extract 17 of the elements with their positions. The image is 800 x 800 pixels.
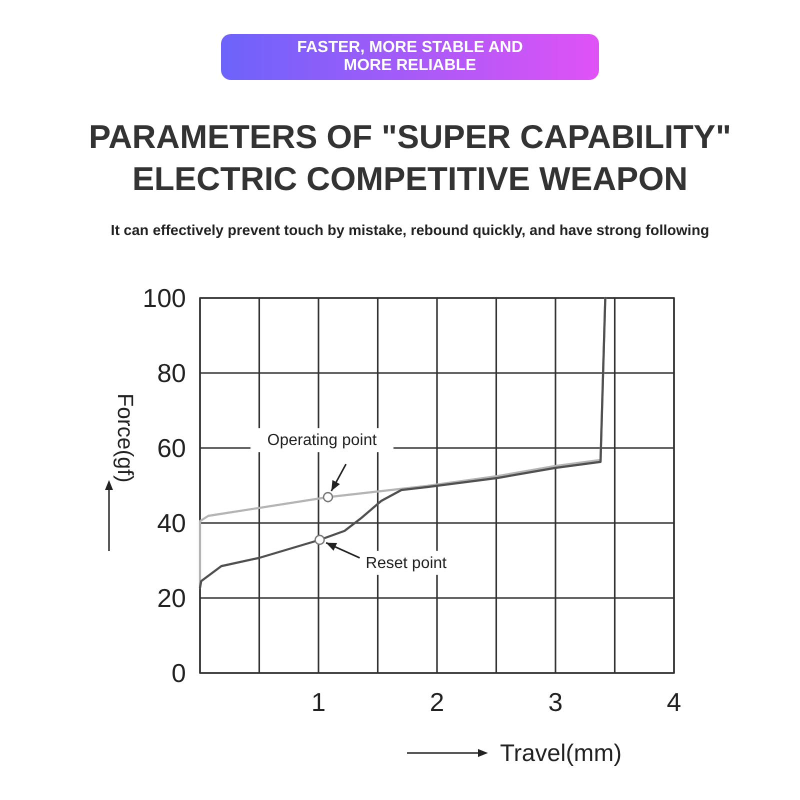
y-tick-label: 0 xyxy=(172,658,186,688)
x-tick-label: 2 xyxy=(430,687,444,717)
y-tick-label: 20 xyxy=(157,583,186,613)
x-tick-label: 1 xyxy=(311,687,326,717)
chart-title: PARAMETERS OF "SUPER CAPABILITY" ELECTRIC COMPETITIVE WEAPON xyxy=(88,118,732,197)
text: FASTER, MORE STABLE AND MORE RELIABLE xyxy=(297,39,523,74)
chart-subtitle: It can effectively prevent touch by mistake, rebound quickly, and have strong following xyxy=(110,223,710,239)
x-axis-title: Travel(mm) xyxy=(500,740,622,767)
y-tick-label: 40 xyxy=(157,508,186,538)
x-tick-label: 4 xyxy=(666,687,682,717)
y-tick-label: 100 xyxy=(142,283,186,313)
y-axis-title: Force(gf) xyxy=(113,393,138,483)
y-tick-label: 60 xyxy=(157,433,186,463)
y-tick-label: 80 xyxy=(157,358,186,388)
x-tick-label: 3 xyxy=(548,687,563,717)
annotation: Reset point xyxy=(366,554,448,572)
annotation: Operating point xyxy=(267,432,378,450)
